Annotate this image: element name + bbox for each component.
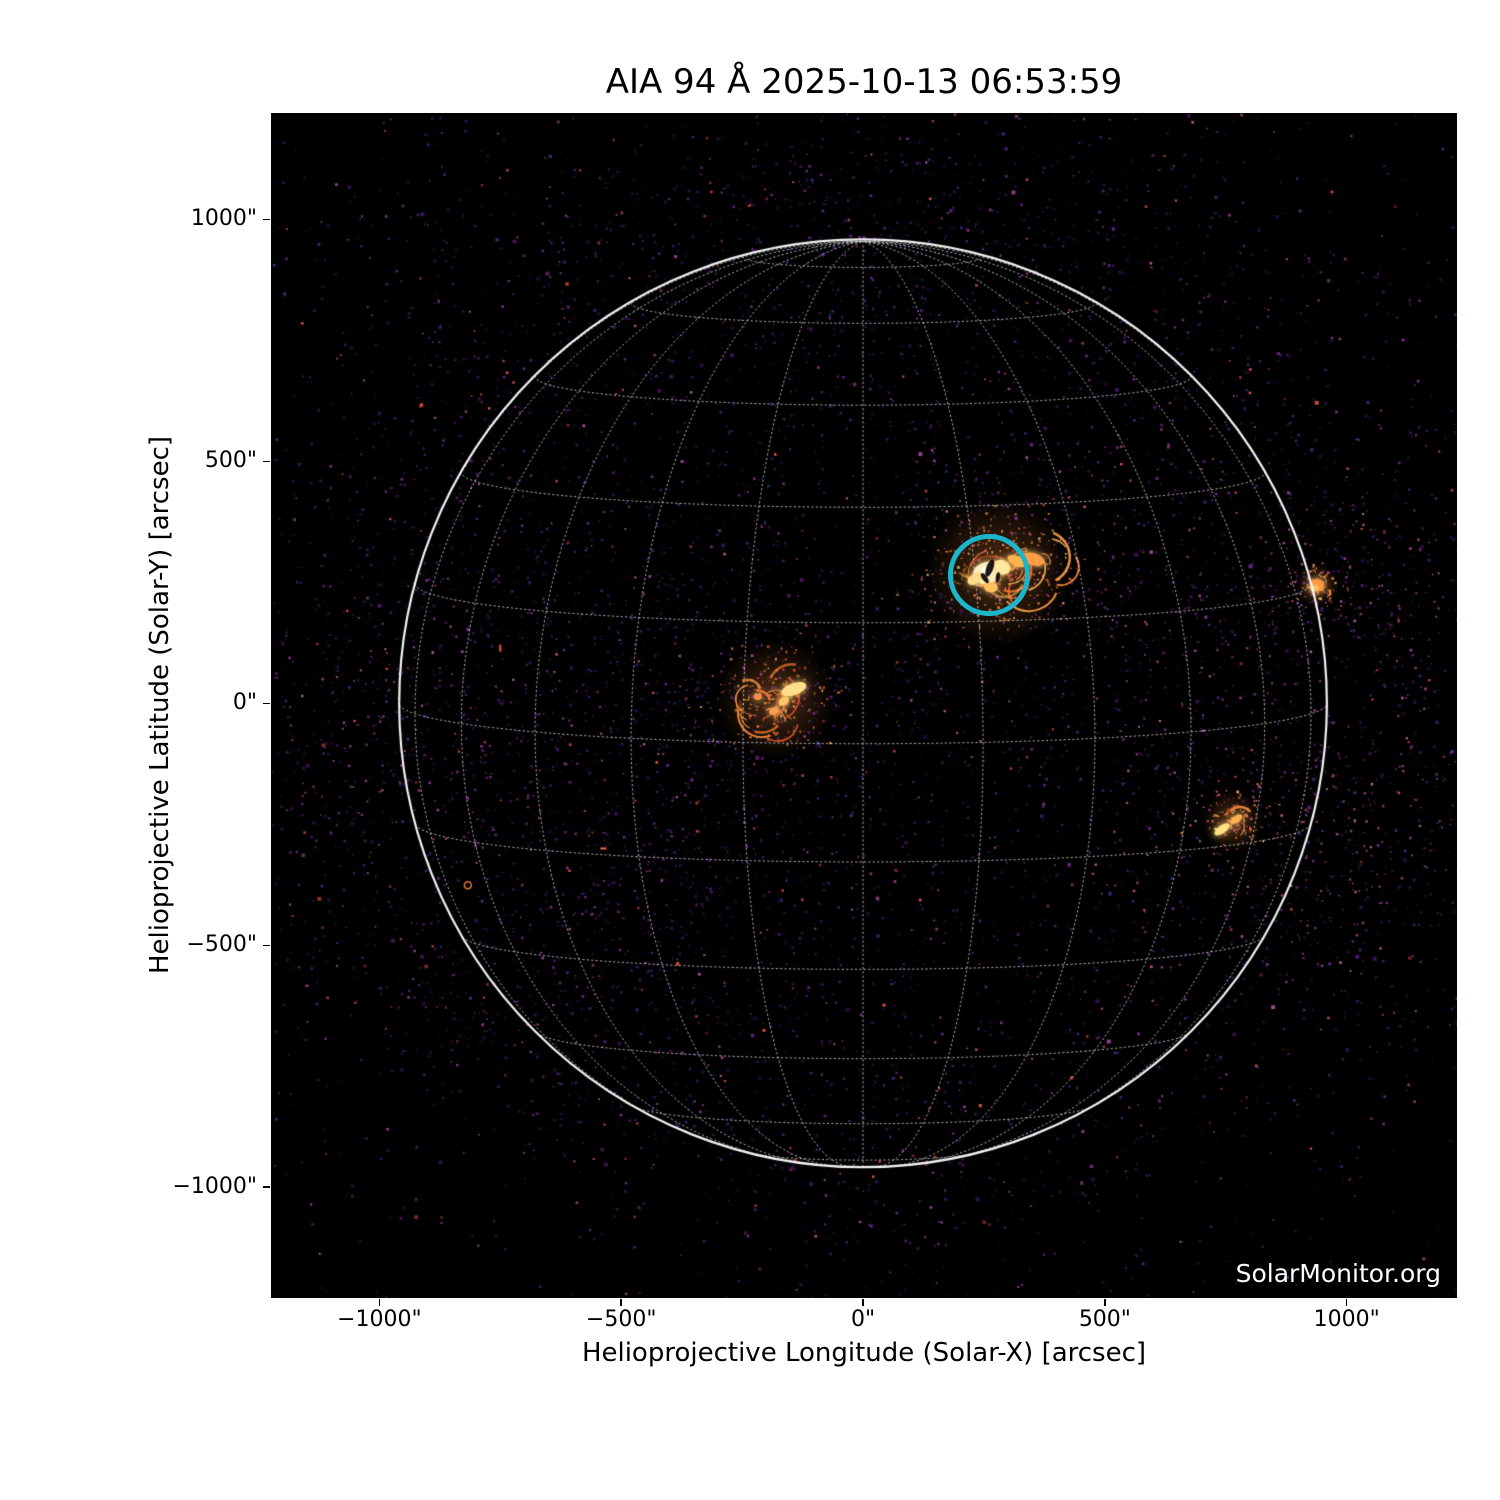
y-tick-label: 0"	[232, 690, 257, 716]
x-tick-mark	[1345, 1299, 1348, 1306]
y-tick-mark	[263, 1186, 270, 1188]
x-axis-label: Helioprojective Longitude (Solar-X) [arc…	[581, 1338, 1147, 1368]
x-tick-mark	[862, 1299, 864, 1306]
plot-area[interactable]: SolarMonitor.org	[271, 113, 1457, 1298]
y-tick-mark	[263, 460, 270, 463]
y-tick-mark	[263, 218, 270, 221]
x-tick-mark	[378, 1299, 381, 1306]
x-tick-label: 1000"	[1313, 1307, 1380, 1332]
flare-marker-circle[interactable]	[947, 533, 1031, 617]
x-tick-label: −500"	[585, 1307, 657, 1332]
x-tick-label: 0"	[850, 1307, 876, 1332]
y-tick-label: 500"	[204, 448, 257, 474]
y-tick-label: −500"	[186, 932, 257, 958]
x-tick-label: 500"	[1078, 1307, 1131, 1332]
y-tick-mark	[263, 702, 270, 705]
y-tick-label: 1000"	[190, 206, 257, 232]
chart-title: AIA 94 Å 2025-10-13 06:53:59	[605, 62, 1123, 102]
y-tick-mark	[263, 944, 270, 946]
x-tick-label: −1000"	[337, 1307, 422, 1332]
watermark: SolarMonitor.org	[1235, 1259, 1441, 1288]
solar-image-canvas[interactable]	[271, 113, 1457, 1298]
x-tick-mark	[620, 1299, 622, 1306]
y-tick-label: −1000"	[172, 1174, 257, 1200]
x-tick-mark	[1104, 1299, 1106, 1306]
